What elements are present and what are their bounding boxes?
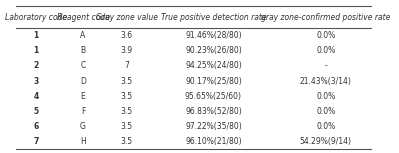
Text: A: A [81,31,86,40]
Text: H: H [80,137,86,146]
Text: 95.65%(25/60): 95.65%(25/60) [185,91,242,101]
Text: Laboratory code: Laboratory code [5,13,67,22]
Text: 3.5: 3.5 [120,137,132,146]
Text: 21.43%(3/14): 21.43%(3/14) [300,76,352,86]
Text: 3.5: 3.5 [120,122,132,131]
Text: G: G [80,122,86,131]
Text: 3.6: 3.6 [120,31,132,40]
Text: 3.5: 3.5 [120,91,132,101]
Text: 7: 7 [124,62,129,71]
Text: F: F [81,106,85,116]
Text: 90.23%(26/80): 90.23%(26/80) [185,47,242,55]
Text: 97.22%(35/80): 97.22%(35/80) [185,122,242,131]
Text: 1: 1 [34,47,39,55]
Text: 6: 6 [34,122,39,131]
Text: 96.83%(52/80): 96.83%(52/80) [185,106,242,116]
Text: 3: 3 [34,76,39,86]
Text: 0.0%: 0.0% [316,122,336,131]
Text: 90.17%(25/80): 90.17%(25/80) [185,76,242,86]
Text: C: C [81,62,86,71]
Text: gray zone-confirmed positive rate: gray zone-confirmed positive rate [261,13,391,22]
Text: B: B [81,47,86,55]
Text: 54.29%(9/14): 54.29%(9/14) [300,137,352,146]
Text: 3.9: 3.9 [120,47,132,55]
Text: 3.5: 3.5 [120,106,132,116]
Text: 91.46%(28/80): 91.46%(28/80) [185,31,242,40]
Text: 2: 2 [34,62,39,71]
Text: 1: 1 [34,31,39,40]
Text: 7: 7 [33,137,39,146]
Text: True positive detection rate: True positive detection rate [161,13,266,22]
Text: 96.10%(21/80): 96.10%(21/80) [185,137,242,146]
Text: D: D [80,76,86,86]
Text: 0.0%: 0.0% [316,31,336,40]
Text: E: E [81,91,85,101]
Text: 3.5: 3.5 [120,76,132,86]
Text: 0.0%: 0.0% [316,106,336,116]
Text: -: - [324,62,327,71]
Text: 5: 5 [34,106,39,116]
Text: 94.25%(24/80): 94.25%(24/80) [185,62,242,71]
Text: 0.0%: 0.0% [316,91,336,101]
Text: Reagent code: Reagent code [57,13,110,22]
Text: Gray zone value: Gray zone value [95,13,158,22]
Text: 4: 4 [34,91,39,101]
Text: 0.0%: 0.0% [316,47,336,55]
